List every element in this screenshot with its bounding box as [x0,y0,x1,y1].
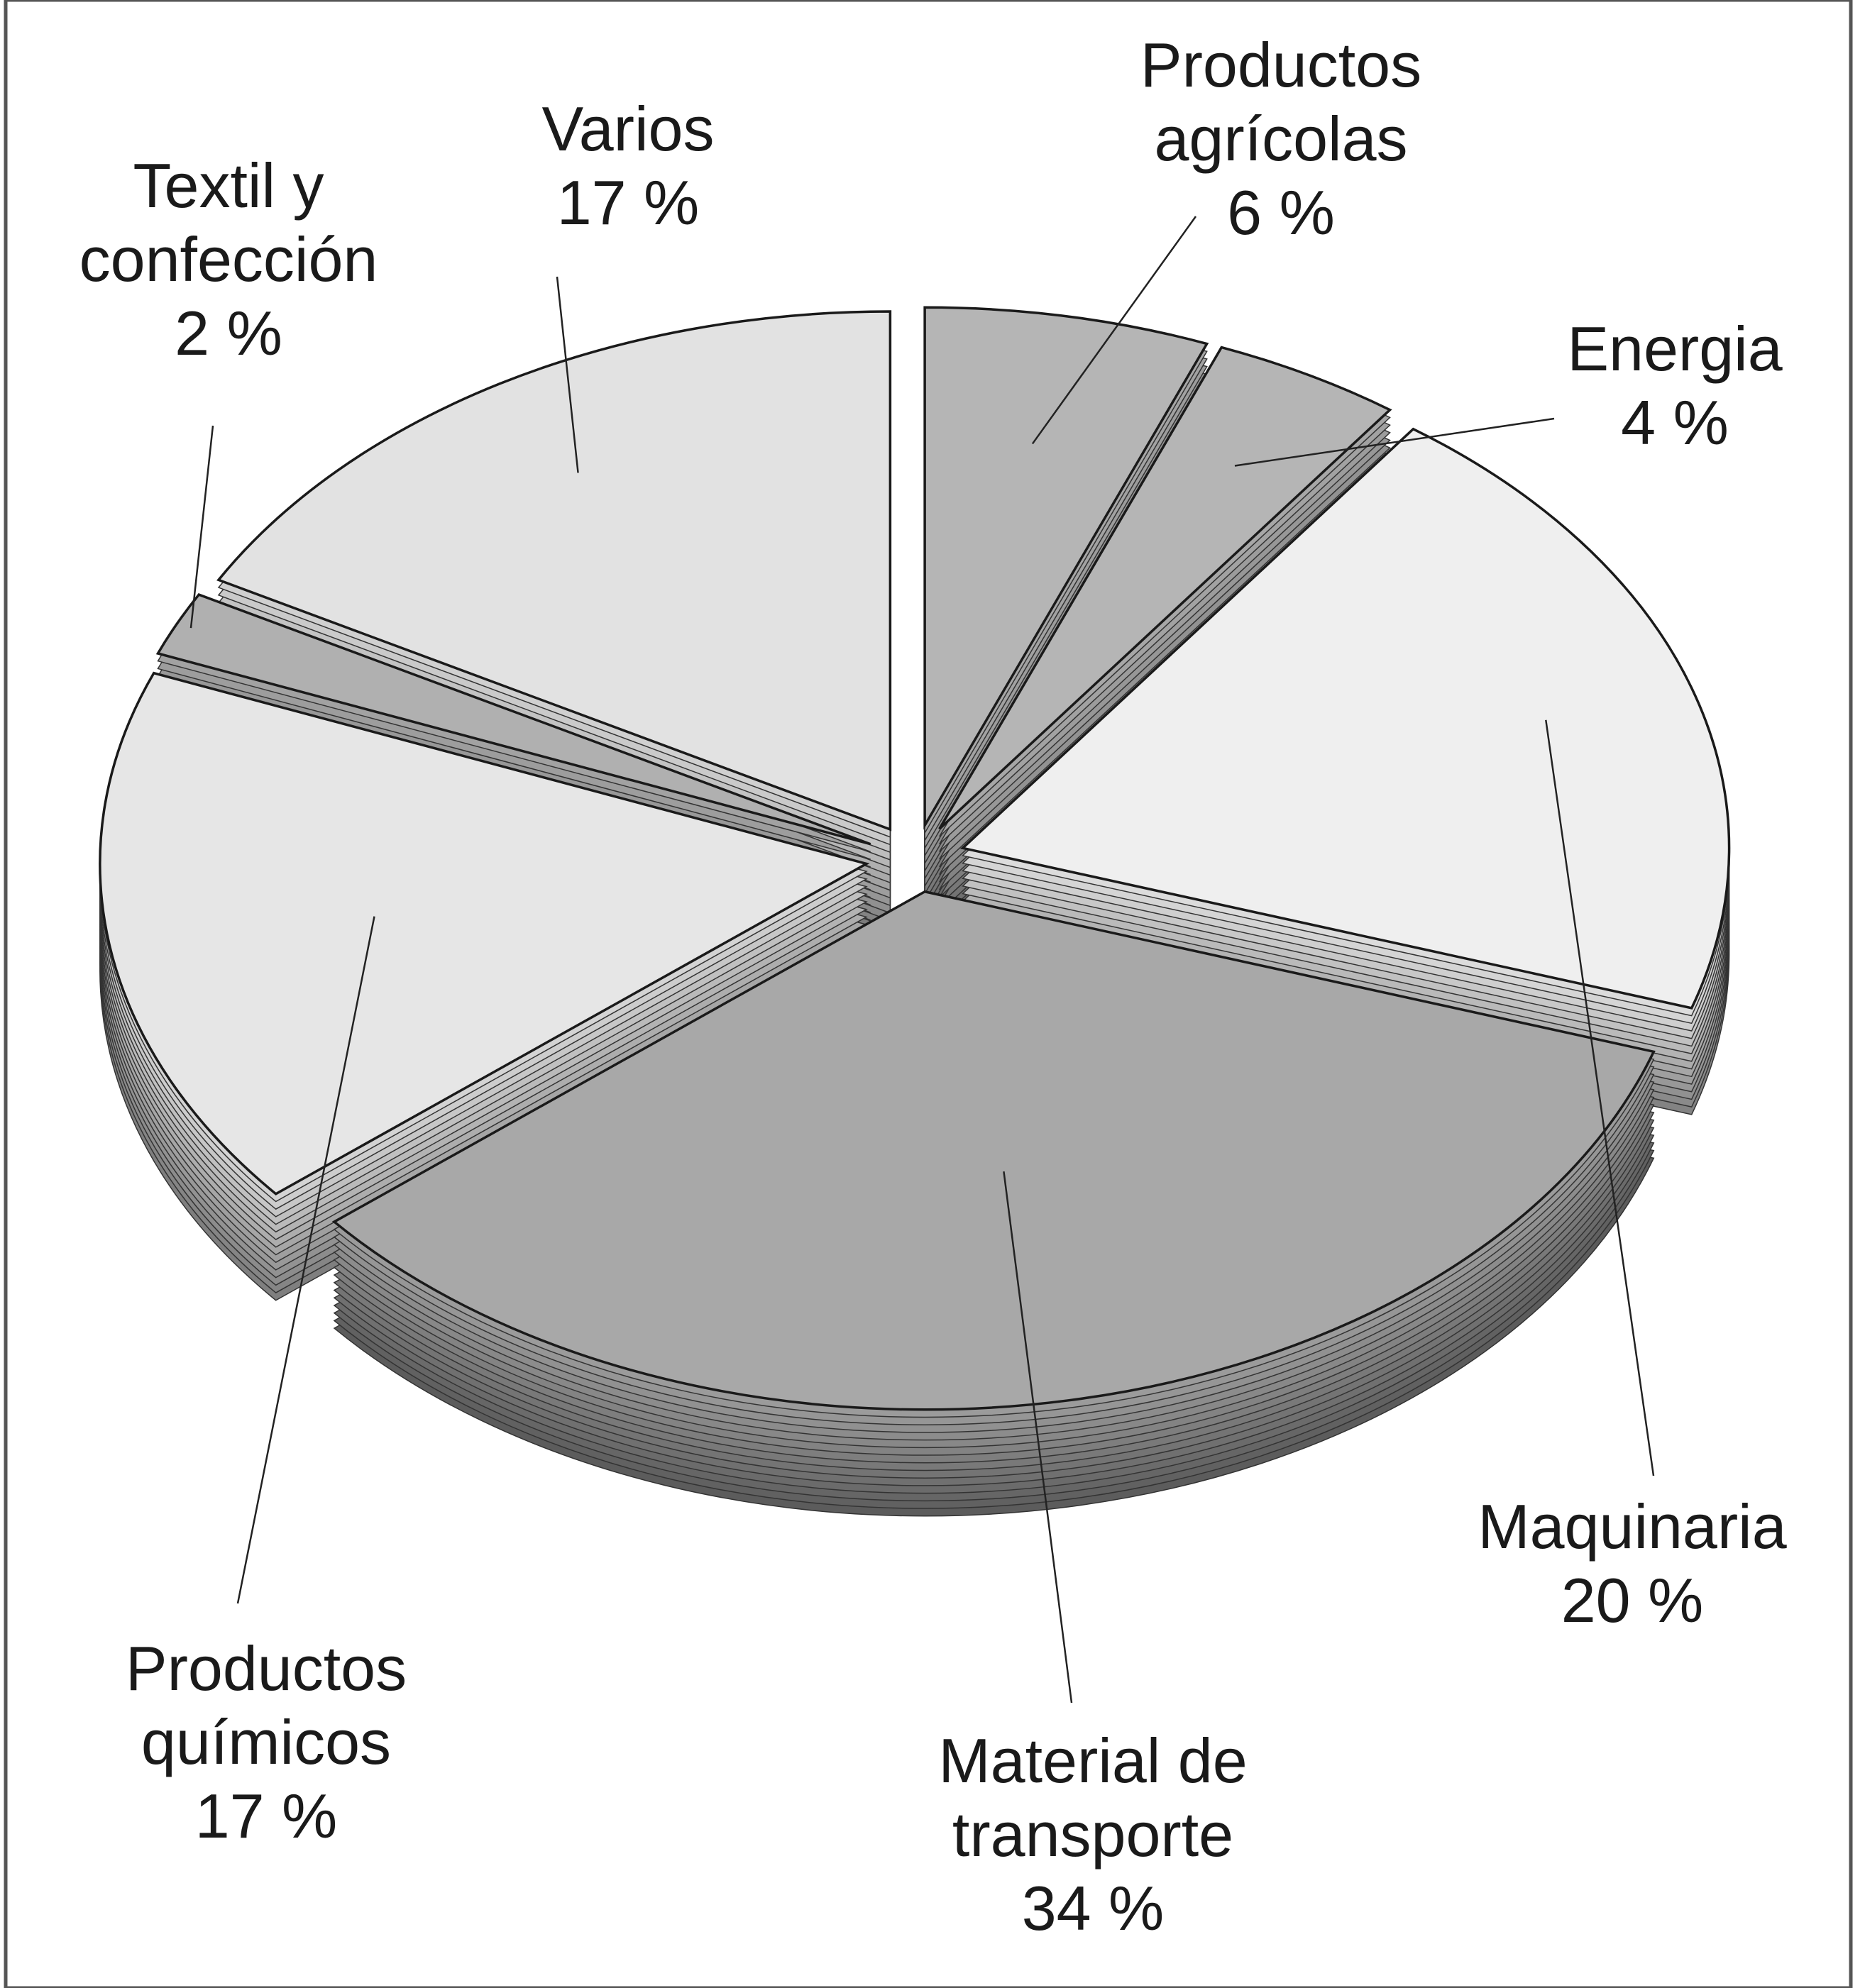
category-label: Productos químicos [125,1633,407,1777]
category-label: Varios [541,94,715,164]
value-label: 6 % [1227,177,1335,248]
leader-line [236,916,375,1604]
leader-line [1003,1171,1073,1703]
slice [938,346,1392,830]
slice-label: Varios 17 % [401,92,855,240]
leader-line [1545,719,1655,1476]
slice-label: Productos agrícolas 6 % [1054,28,1508,249]
slice-label: Material de transporte 34 % [866,1724,1320,1945]
category-label: Energia [1567,314,1783,384]
slice-label: Maquinaria 20 % [1405,1490,1859,1638]
leader-line [1031,216,1197,445]
leader-line [1234,417,1555,467]
slice-label: Energia 4 % [1448,312,1865,460]
value-label: 4 % [1621,387,1729,458]
slice [923,306,1209,830]
category-label: Productos agrícolas [1140,30,1422,174]
value-label: 2 % [175,297,282,368]
slice [331,890,1656,1411]
leader-line [189,425,214,629]
value-label: 20 % [1561,1564,1704,1635]
slice [216,310,892,832]
category-label: Material de transporte [938,1725,1248,1870]
slice [155,592,871,846]
frame [4,0,1853,1988]
value-label: 34 % [1021,1872,1165,1943]
value-label: 17 % [194,1780,338,1851]
leader-line [556,276,579,473]
category-label: Maquinaria [1478,1491,1787,1562]
slice [959,427,1731,1010]
slice [99,671,870,1195]
slice-label: Productos químicos 17 % [39,1632,493,1852]
category-label: Textil y confección [79,150,378,294]
value-label: 17 % [556,167,700,238]
slice-label: Textil y confección 2 % [1,149,456,370]
